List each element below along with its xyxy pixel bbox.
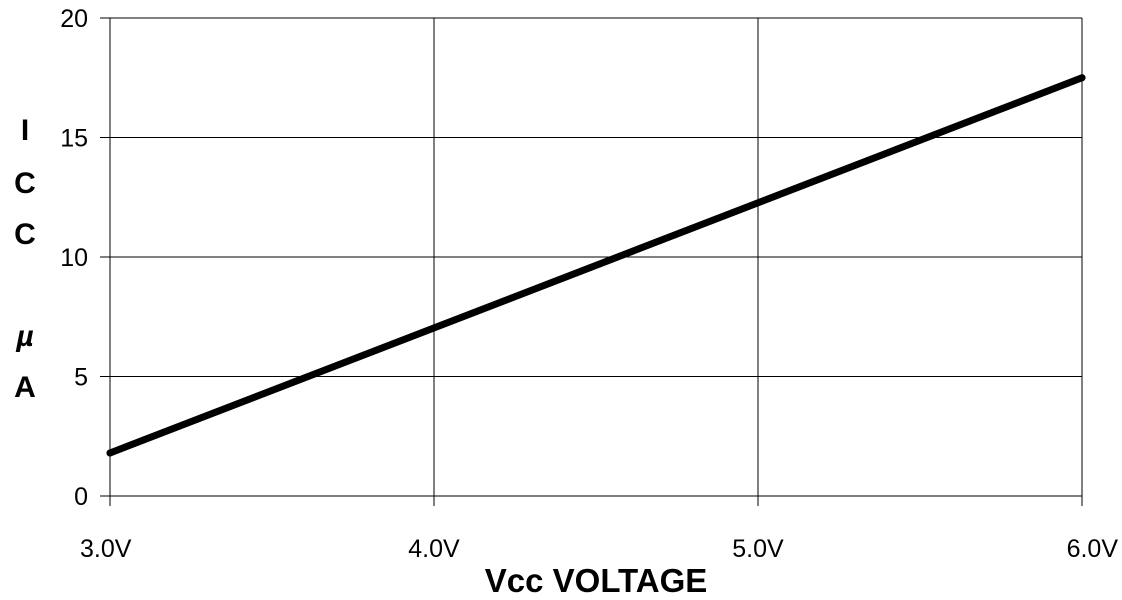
y-axis-title-char: C [14,218,36,251]
x-tick-labels: 3.0V 4.0V 5.0V 6.0V [80,535,1118,563]
y-axis-title-char: A [14,371,36,404]
y-tick-label: 0 [74,483,88,511]
y-axis-title-char: C [14,167,36,200]
y-axis-title-char: µ [15,320,33,353]
data-point [106,449,114,457]
y-axis-title-char: I [21,114,29,147]
series-group [106,74,1086,457]
x-tick-label: 6.0V [1067,535,1119,563]
axes [100,17,1083,506]
y-tick-labels: 0 5 10 15 20 [60,5,88,511]
grid-lines [110,17,1083,496]
x-tick-label: 3.0V [80,535,132,563]
y-tick-label: 5 [74,364,88,392]
y-tick-label: 20 [60,5,88,33]
x-tick-label: 5.0V [732,535,784,563]
x-axis-title: Vcc VOLTAGE [485,562,708,599]
series-line [106,74,1086,457]
x-tick-label: 4.0V [408,535,460,563]
y-tick-label: 15 [60,125,88,153]
y-tick-label: 10 [60,244,88,272]
data-point [1078,74,1086,82]
